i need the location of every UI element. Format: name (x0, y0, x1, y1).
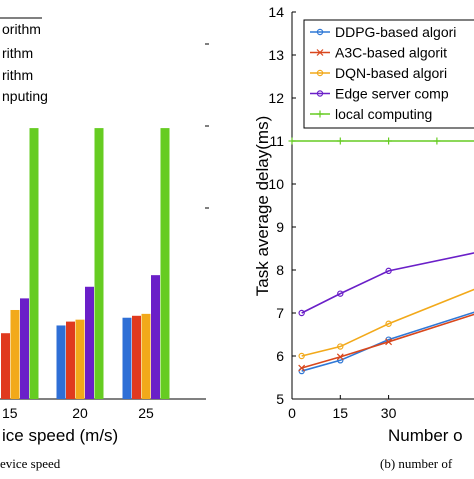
left-legend-label: rithm (2, 45, 33, 61)
bar-20-s1 (57, 325, 66, 399)
right-y-tick-label: 6 (276, 348, 284, 364)
right-y-tick-label: 9 (276, 219, 284, 235)
bar-15-s3 (11, 310, 20, 399)
bar-15-s5 (30, 128, 39, 399)
right-caption: (b) number of (380, 456, 453, 471)
left-x-axis-label: ice speed (m/s) (2, 426, 118, 445)
bar-20-s3 (76, 320, 85, 399)
left-x-tick-label: 25 (138, 405, 154, 421)
right-y-tick-label: 12 (268, 90, 284, 106)
right-y-axis-label: Task average delay(ms) (253, 116, 272, 296)
bar-20-s2 (66, 322, 75, 399)
left-x-tick-label: 15 (2, 405, 18, 421)
legend-label: DDPG-based algori (335, 24, 456, 40)
left-caption: evice speed (0, 456, 61, 471)
legend-label: A3C-based algorit (335, 45, 447, 61)
left-legend-label: rithm (2, 67, 33, 83)
right-y-tick-label: 7 (276, 305, 284, 321)
right-y-tick-label: 13 (268, 47, 284, 63)
bar-25-s3 (142, 314, 151, 399)
bar-20-s4 (85, 287, 94, 399)
bar-15-s2 (1, 333, 10, 399)
right-x-tick-label: 15 (333, 405, 349, 421)
legend-label: DQN-based algori (335, 65, 447, 81)
right-y-tick-label: 14 (268, 4, 284, 20)
left-legend-label: orithm (2, 21, 41, 37)
right-y-tick-label: 5 (276, 391, 284, 407)
right-x-tick-label: 0 (288, 405, 296, 421)
right-y-tick-label: 8 (276, 262, 284, 278)
bar-25-s4 (151, 275, 160, 399)
left-legend-label: nputing (2, 88, 48, 104)
left-x-tick-label: 20 (72, 405, 88, 421)
bar-25-s2 (132, 316, 141, 399)
legend-label: local computing (335, 106, 432, 122)
right-x-axis-label: Number o (388, 426, 463, 445)
bar-20-s5 (95, 128, 104, 399)
right-legend: DDPG-based algori A3C-based algorit DQN-ba… (304, 20, 474, 128)
bar-25-s1 (123, 318, 132, 399)
bar-15-s4 (20, 298, 29, 399)
right-x-tick-label: 30 (381, 405, 397, 421)
bar-25-s5 (161, 128, 170, 399)
legend-label: Edge server comp (335, 86, 449, 102)
